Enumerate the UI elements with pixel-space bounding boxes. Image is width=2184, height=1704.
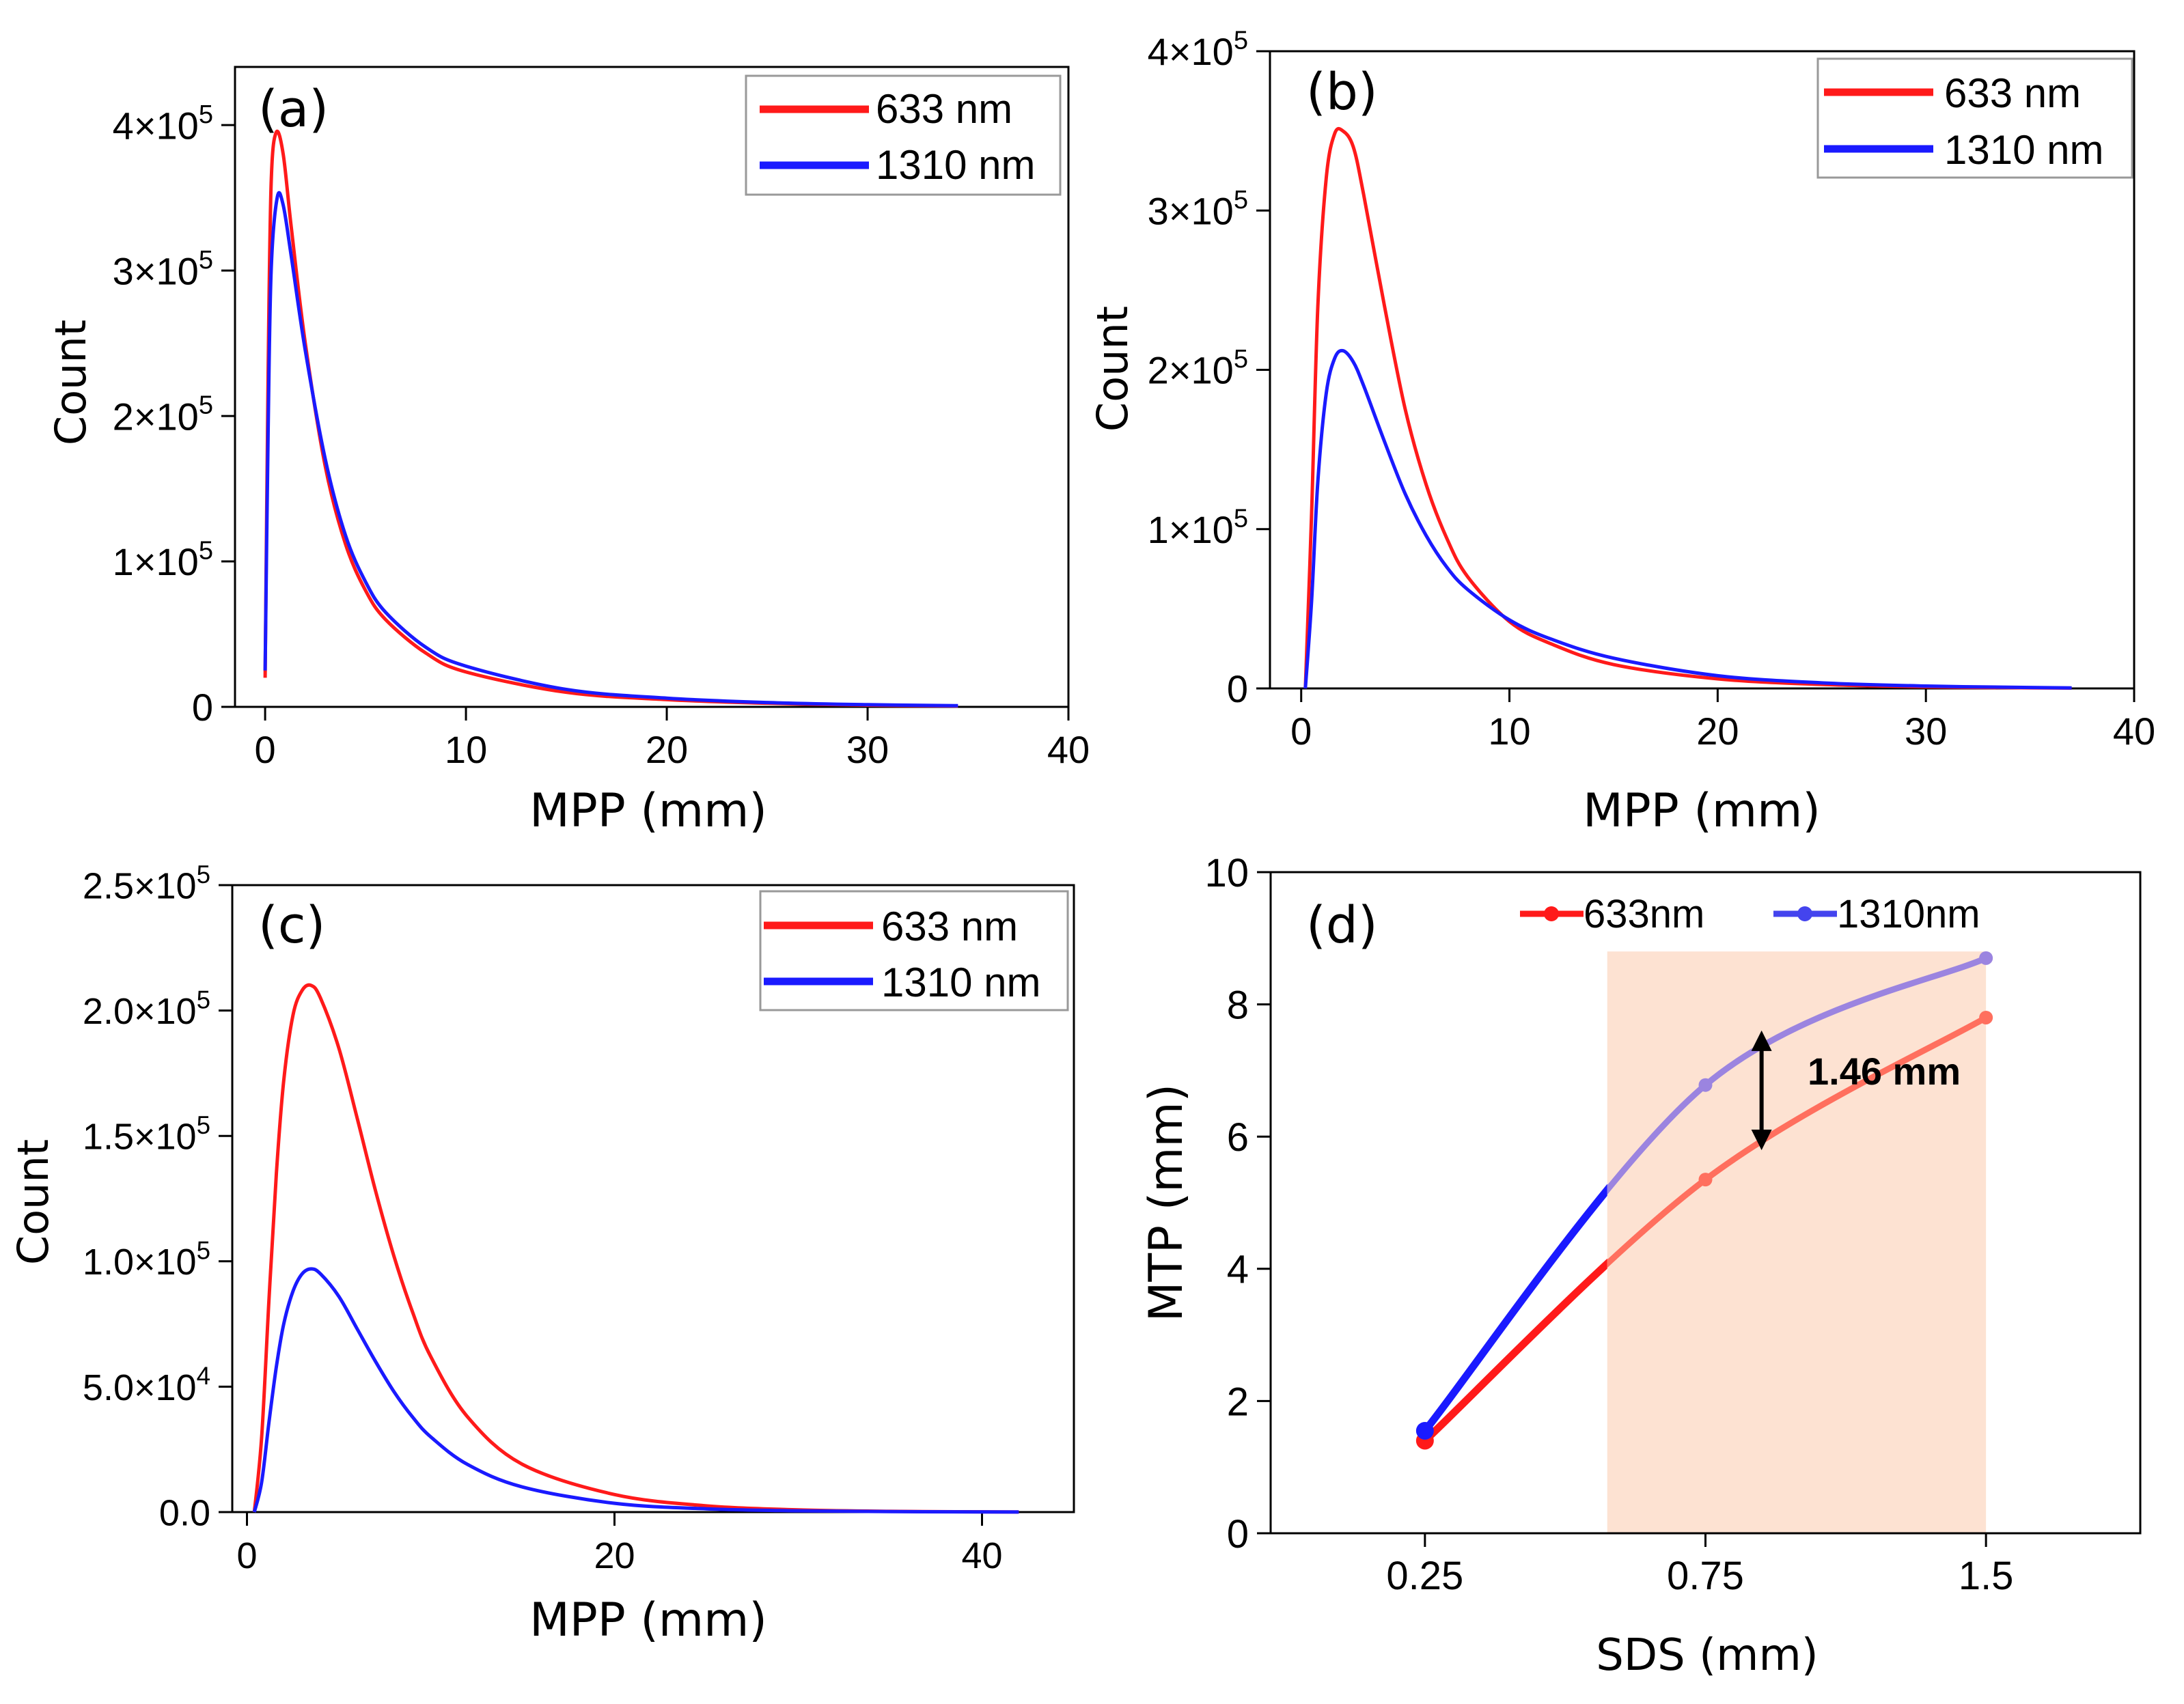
- plot-frame-a: [234, 66, 1070, 708]
- series-line-a-633: [263, 129, 958, 708]
- x-axis-title-b: MPP (mm): [1583, 784, 1821, 838]
- y-tick-label-c: 1.0×105: [83, 1237, 210, 1283]
- y-tick-label-c: 1.5×105: [83, 1111, 210, 1158]
- panel-label-d: (d): [1306, 896, 1378, 955]
- y-tick-label-c: 5.0×104: [83, 1362, 210, 1408]
- legend-label-633-d: 633nm: [1584, 892, 1704, 936]
- ticks-c: 0 20 40 0.0 5.0×104 1.0×105 1.5×105 2.0×105 2.5×…: [83, 861, 1003, 1576]
- x-tick-label-b: 40: [2113, 710, 2155, 753]
- x-tick-label-a: 40: [1047, 728, 1090, 771]
- legend-c: 633 nm 1310 nm: [759, 890, 1069, 1011]
- legend-label-1310-c: 1310 nm: [881, 960, 1041, 1005]
- y-tick-label-a: 1×105: [113, 537, 213, 584]
- data-point-d-1310: [1979, 951, 1993, 965]
- y-tick-label-b: 4×105: [1148, 27, 1248, 74]
- y-tick-label-d: 8: [1227, 983, 1249, 1027]
- x-tick-label-c: 40: [961, 1535, 1002, 1576]
- y-tick-label-d: 6: [1227, 1115, 1249, 1160]
- y-tick-label-c: 0.0: [159, 1492, 210, 1533]
- x-axis-title-d: SDS (mm): [1596, 1630, 1819, 1681]
- series-line-d-1310: [1422, 1184, 1607, 1434]
- series-line-b-633: [1303, 126, 2072, 690]
- legend-label-1310-d: 1310nm: [1837, 892, 1980, 936]
- x-tick-label-a: 10: [445, 728, 487, 771]
- x-tick-label-d: 1.5: [1959, 1554, 2014, 1598]
- data-point-d-1310: [1698, 1078, 1713, 1092]
- y-tick-label-c: 2.0×105: [83, 986, 210, 1032]
- x-tick-label-b: 20: [1696, 710, 1739, 753]
- series-line-b-1310: [1303, 348, 2072, 690]
- data-point-d-633: [1979, 1010, 1993, 1024]
- y-tick-label-a: 3×105: [113, 246, 213, 293]
- legend-label-633-a: 633 nm: [876, 86, 1012, 132]
- y-tick-label-b: 2×105: [1148, 345, 1248, 392]
- series-line-d-633: [1422, 1258, 1607, 1444]
- legend-b: 633 nm 1310 nm: [1816, 57, 2133, 179]
- x-tick-label-a: 20: [646, 728, 688, 771]
- legend-marker-633-d: [1544, 906, 1559, 921]
- series-lines-c: [252, 983, 1019, 1514]
- legend-marker-1310-d: [1797, 906, 1812, 921]
- y-tick-label-b: 0: [1227, 667, 1248, 710]
- series-lines-d: [1415, 951, 1993, 1450]
- legend-d: 633nm 1310nm: [1520, 892, 1980, 936]
- y-tick-label-c: 2.5×105: [83, 861, 210, 907]
- plot-frame-c: [231, 884, 1075, 1513]
- y-axis-title-a: Count: [46, 320, 96, 445]
- x-tick-label-a: 30: [846, 728, 889, 771]
- legend-label-1310-a: 1310 nm: [876, 142, 1036, 188]
- x-tick-label-b: 10: [1488, 710, 1530, 753]
- series-line-d-1310-shaded: [1607, 955, 1988, 1195]
- y-tick-label-b: 3×105: [1148, 186, 1248, 233]
- panel-label-c: (c): [258, 896, 325, 955]
- series-line-c-633: [252, 983, 1019, 1514]
- y-tick-label-b: 1×105: [1148, 504, 1248, 551]
- y-tick-label-a: 0: [192, 686, 213, 729]
- x-tick-label-d: 0.75: [1667, 1554, 1744, 1598]
- x-axis-title-c: MPP (mm): [529, 1593, 767, 1647]
- y-tick-label-d: 0: [1227, 1512, 1249, 1556]
- series-line-a-1310: [263, 191, 958, 708]
- legend-a: 633 nm 1310 nm: [745, 74, 1062, 196]
- panel-c: 0 20 40 0.0 5.0×104 1.0×105 1.5×105 2.0×105 2.5×…: [8, 861, 1075, 1647]
- panel-b: 0 10 20 30 40 0 1×105 2×105 3×105 4×105 (b) MPP (…: [1088, 27, 2155, 838]
- panel-label-b: (b): [1306, 63, 1378, 122]
- difference-label: 1.46 mm: [1808, 1050, 1961, 1093]
- y-axis-title-b: Count: [1088, 306, 1137, 432]
- data-point-d-1310: [1415, 1421, 1434, 1440]
- legend-box-b: [1816, 57, 2133, 179]
- legend-box-c: [759, 890, 1069, 1011]
- y-tick-label-a: 4×105: [113, 100, 213, 148]
- ticks-d: 0.25 0.75 1.5 0 2 4 6 8 10: [1204, 851, 2013, 1598]
- ticks-a: 0 10 20 30 40 0 1×105 2×105 3×105 4×105: [113, 100, 1090, 771]
- series-lines-a: [263, 129, 958, 708]
- x-tick-label-d: 0.25: [1386, 1554, 1463, 1598]
- y-tick-label-a: 2×105: [113, 391, 213, 438]
- y-tick-label-d: 4: [1227, 1248, 1249, 1292]
- shaded-region-d: [1607, 951, 1987, 1533]
- y-tick-label-d: 10: [1204, 851, 1249, 895]
- x-tick-label-b: 30: [1905, 710, 1947, 753]
- panel-label-a: (a): [258, 80, 329, 139]
- x-axis-title-a: MPP (mm): [529, 784, 767, 838]
- x-tick-label-b: 0: [1290, 710, 1312, 753]
- panel-a: 0 10 20 30 40 0 1×105 2×105 3×105 4×105 (a) MPP (…: [46, 66, 1090, 838]
- y-tick-label-d: 2: [1227, 1380, 1249, 1424]
- data-point-d-633: [1698, 1173, 1713, 1187]
- legend-label-633-c: 633 nm: [881, 904, 1018, 949]
- legend-label-1310-b: 1310 nm: [1944, 127, 2104, 173]
- y-axis-title-d: MTP (mm): [1139, 1084, 1193, 1322]
- x-tick-label-c: 20: [594, 1535, 635, 1576]
- difference-annotation: 1.46 mm: [1751, 1030, 1961, 1151]
- series-line-c-1310: [252, 1267, 1019, 1514]
- y-axis-title-c: Count: [8, 1139, 58, 1265]
- legend-label-633-b: 633 nm: [1944, 70, 2081, 116]
- legend-box-a: [745, 74, 1062, 196]
- x-tick-label-c: 0: [236, 1535, 257, 1576]
- ticks-b: 0 10 20 30 40 0 1×105 2×105 3×105 4×105: [1148, 27, 2155, 753]
- x-tick-label-a: 0: [255, 728, 276, 771]
- series-lines-b: [1303, 126, 2072, 690]
